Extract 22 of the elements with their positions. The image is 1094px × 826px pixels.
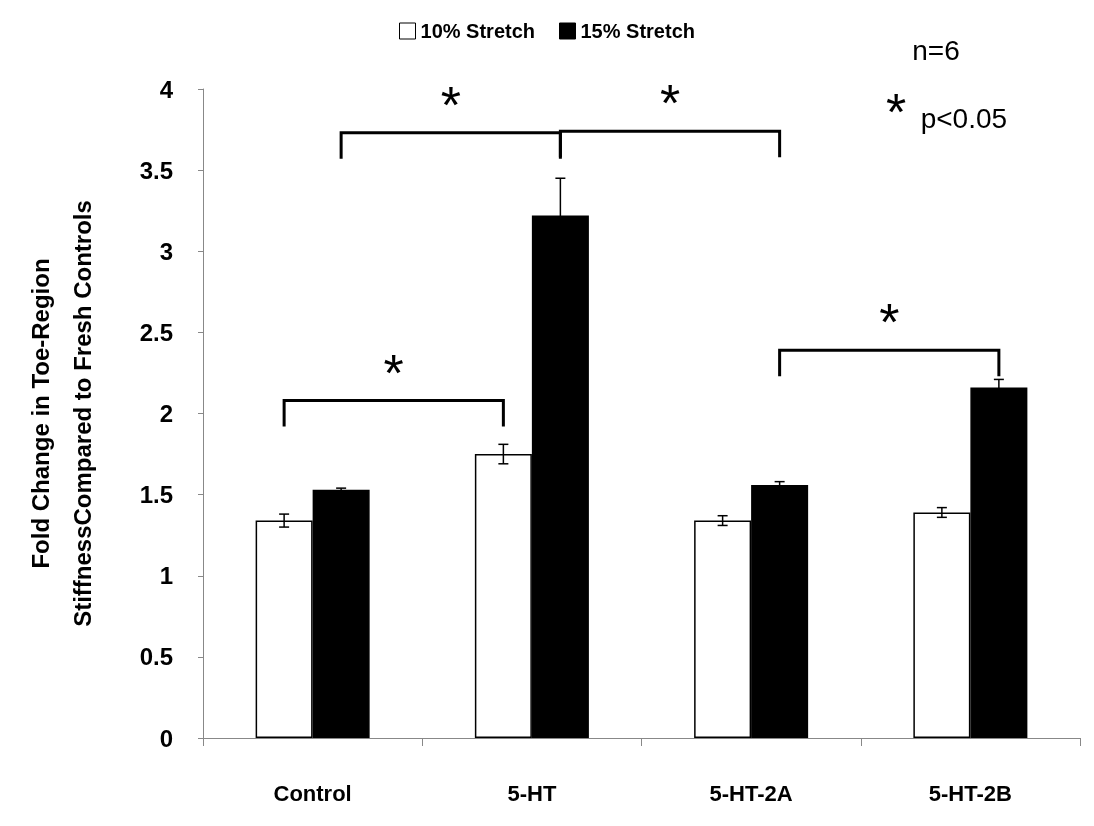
x-tick-label: 5-HT [507,780,557,806]
annotation: * [440,75,461,134]
y-tick-label: 1.5 [139,481,173,509]
y-tick-label: 1 [159,562,173,590]
legend-label: 15% Stretch [580,20,695,42]
y-axis-title: Fold Change in Toe-Region StiffnessCompared to Fresh Controls [26,200,96,627]
annotation: * [659,74,681,133]
legend-label: 10% Stretch [420,20,536,42]
y-tick-label: 0.5 [139,643,173,671]
x-tick-label: 5-HT-2B [928,780,1012,806]
y-tick-label: 0 [159,724,173,752]
x-tick-label: 5-HT-2A [709,780,793,806]
annotation: * [383,343,404,402]
y-tick-label: 3.5 [139,156,173,184]
y-tick-label: 3 [159,237,173,265]
text: n=6 [912,34,960,66]
y-tick-label: 2 [159,400,173,427]
y-tick-label: 4 [159,75,174,103]
annotation: * [879,293,900,352]
annotation: * p<0.05 [886,83,1008,141]
y-tick-label: 2.5 [139,318,173,346]
x-tick-label: Control [273,780,352,806]
